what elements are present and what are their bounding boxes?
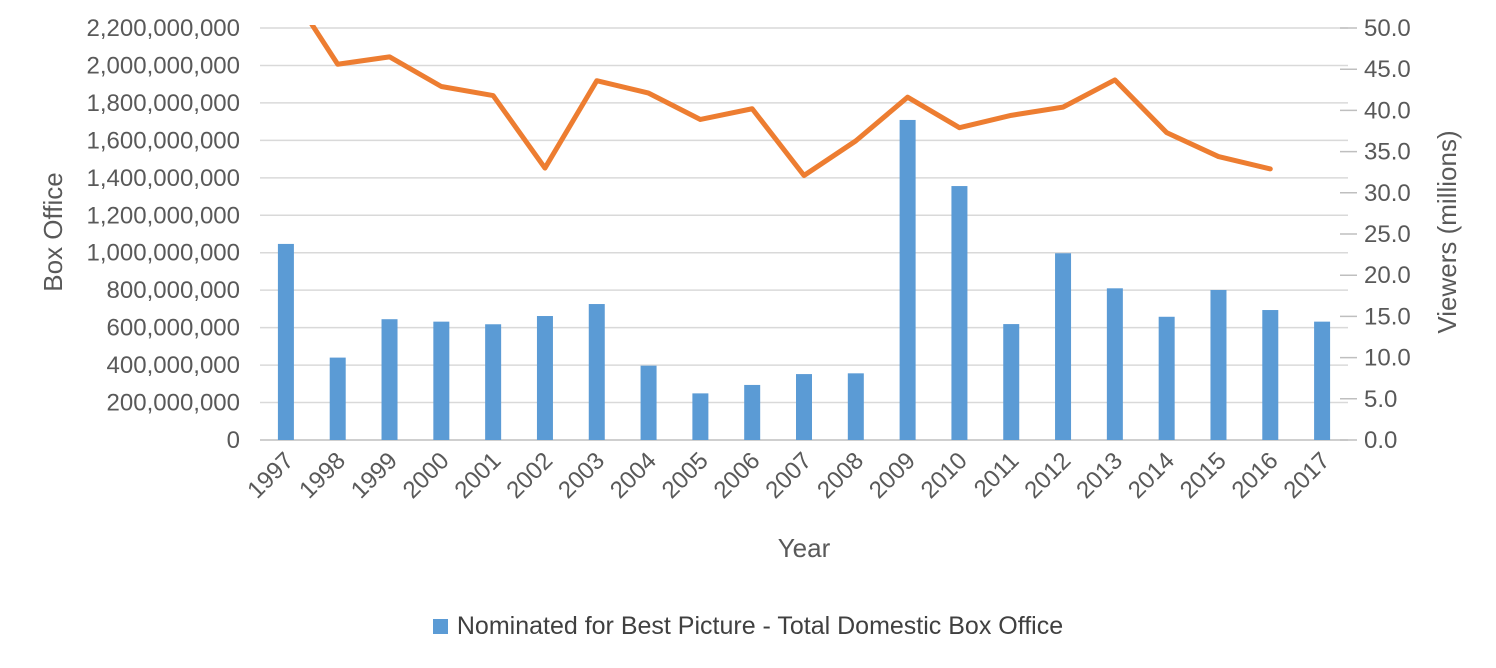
bar-2011: [1003, 324, 1020, 440]
bar-1999: [381, 319, 398, 440]
left-axis-tick-label: 800,000,000: [107, 277, 240, 304]
x-tick-label-2007: 2007: [760, 447, 817, 504]
left-axis-tick-label: 1,800,000,000: [87, 90, 240, 117]
bar-2012: [1055, 253, 1072, 440]
x-tick-label-2014: 2014: [1123, 447, 1180, 504]
right-axis-tick-label: 40.0: [1364, 97, 1411, 124]
x-tick-label-2002: 2002: [501, 447, 558, 504]
x-tick-label-1999: 1999: [346, 447, 403, 504]
bar-2000: [433, 321, 450, 440]
left-axis-title: Box Office: [38, 172, 68, 292]
x-tick-label-2003: 2003: [553, 447, 610, 504]
x-tick-label-2004: 2004: [605, 447, 662, 504]
bar-2014: [1158, 316, 1175, 440]
legend-label: Nominated for Best Picture - Total Domes…: [456, 612, 1064, 640]
x-tick-label-2005: 2005: [657, 447, 714, 504]
bar-2009: [899, 119, 916, 440]
right-axis-tick-label: 50.0: [1364, 15, 1411, 42]
bar-2008: [847, 373, 864, 440]
right-axis-tick-label: 20.0: [1364, 262, 1411, 289]
x-tick-label-2000: 2000: [398, 447, 455, 504]
left-axis-tick-label: 1,600,000,000: [87, 127, 240, 154]
x-tick-label-2009: 2009: [864, 447, 921, 504]
x-tick-label-2008: 2008: [812, 447, 869, 504]
left-axis-tick-label: 0: [227, 427, 240, 454]
left-axis-tick-label: 600,000,000: [107, 315, 240, 342]
bar-2006: [744, 384, 761, 440]
x-tick-label-1997: 1997: [242, 447, 299, 504]
left-axis-tick-label: 2,200,000,000: [87, 15, 240, 42]
right-axis-tick-label: 35.0: [1364, 139, 1411, 166]
left-axis-tick-label: 400,000,000: [107, 352, 240, 379]
x-tick-label-2001: 2001: [450, 447, 507, 504]
x-tick-label-2013: 2013: [1071, 447, 1128, 504]
right-axis-title: Viewers (millions): [1432, 130, 1462, 334]
right-axis-tick-label: 25.0: [1364, 221, 1411, 248]
bar-2002: [536, 316, 553, 440]
right-axis-tick-label: 30.0: [1364, 180, 1411, 207]
bar-2015: [1210, 289, 1227, 440]
x-tick-label-2017: 2017: [1278, 447, 1335, 504]
left-axis-tick-label: 200,000,000: [107, 390, 240, 417]
right-axis-tick-label: 10.0: [1364, 345, 1411, 372]
left-axis-tick-label: 2,000,000,000: [87, 52, 240, 79]
bar-2001: [485, 324, 502, 440]
left-axis-tick-label: 1,200,000,000: [87, 202, 240, 229]
viewers-line: [309, 25, 1273, 178]
plot-area: 0 200,000,000 400,000,000 600,000,000 800,00…: [87, 15, 1411, 504]
bar-2004: [640, 365, 657, 440]
legend-swatch-bar-series: [432, 619, 448, 634]
bar-1997: [277, 243, 294, 440]
right-axis-tick-label: 0.0: [1364, 427, 1397, 454]
bar-2013: [1106, 288, 1123, 440]
x-tick-label-2011: 2011: [969, 447, 1025, 503]
right-axis-tick-label: 5.0: [1364, 386, 1397, 413]
left-axis-tick-label: 1,000,000,000: [87, 240, 240, 267]
legend: Nominated for Best Picture - Total Domes…: [0, 612, 1496, 641]
right-axis-tick-label: 45.0: [1364, 56, 1411, 83]
bar-2007: [796, 374, 812, 440]
x-tick-label-2006: 2006: [709, 447, 766, 504]
x-tick-label-1998: 1998: [294, 447, 351, 504]
x-tick-label-2012: 2012: [1019, 447, 1076, 504]
bar-2017: [1314, 321, 1331, 440]
x-axis-title: Year: [777, 533, 831, 563]
x-tick-label-2010: 2010: [916, 447, 973, 504]
x-tick-label-2016: 2016: [1227, 447, 1284, 504]
left-axis-tick-label: 1,400,000,000: [87, 165, 240, 192]
bar-2003: [588, 304, 605, 440]
bar-1998: [329, 357, 346, 440]
bar-2016: [1262, 310, 1279, 440]
right-axis-tick-label: 15.0: [1364, 303, 1411, 330]
x-tick-label-2015: 2015: [1175, 447, 1232, 504]
bar-2010: [951, 186, 968, 440]
bar-2005: [692, 393, 709, 440]
